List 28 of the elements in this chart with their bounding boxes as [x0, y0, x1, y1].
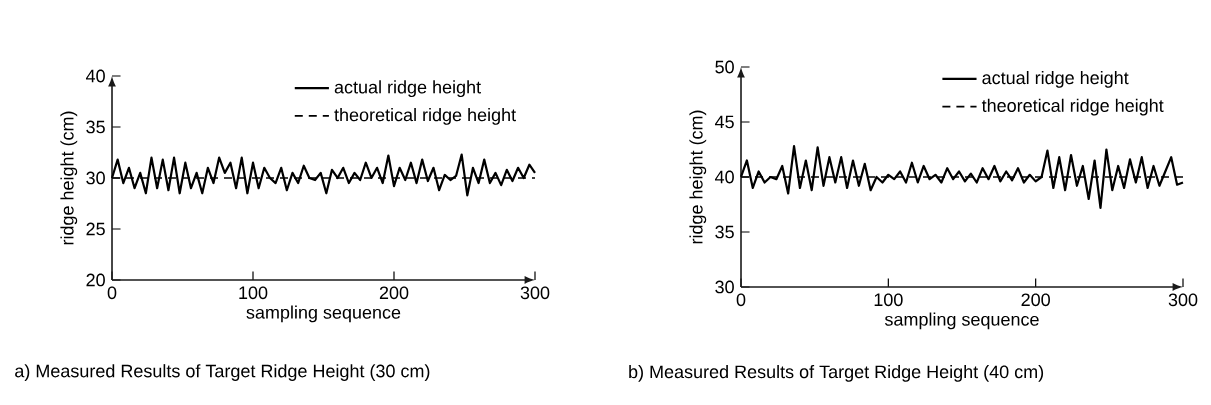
y-tick-label: 30 [715, 280, 734, 294]
x-tick-label: 0 [736, 293, 746, 307]
legend-label: actual ridge height [982, 70, 1129, 88]
y-axis-title: ridge height (cm) [60, 111, 78, 245]
x-tick-label: 0 [107, 286, 117, 300]
x-tick-label: 200 [1021, 293, 1050, 307]
y-tick-label: 40 [86, 69, 105, 83]
y-axis-title: ridge height (cm) [689, 110, 707, 244]
y-tick-label: 25 [86, 222, 105, 236]
y-tick-label: 35 [715, 225, 734, 239]
y-tick-label: 50 [715, 60, 734, 74]
text: a) Measured Results of Target Ridge Height (30 cm) [15, 364, 430, 381]
x-tick-label: 100 [239, 286, 268, 300]
y-tick-label: 45 [714, 115, 734, 129]
x-tick-label: 300 [520, 286, 550, 300]
legend-label: actual ridge height [334, 80, 481, 98]
y-tick-label: 35 [86, 120, 105, 134]
y-tick-label: 40 [714, 170, 734, 184]
x-axis-title: sampling sequence [246, 305, 401, 323]
x-tick-label: 100 [874, 293, 903, 307]
x-axis-title: sampling sequence [884, 312, 1039, 330]
legend-label: theoretical ridge height [334, 108, 516, 125]
y-tick-label: 30 [86, 171, 105, 185]
legend-label: theoretical ridge height [981, 98, 1164, 116]
x-tick-label: 200 [379, 286, 409, 300]
y-tick-label: 20 [86, 273, 105, 287]
x-tick-label: 300 [1168, 293, 1198, 307]
text: b) Measured Results of Target Ridge Height (40 cm) [629, 364, 1044, 382]
